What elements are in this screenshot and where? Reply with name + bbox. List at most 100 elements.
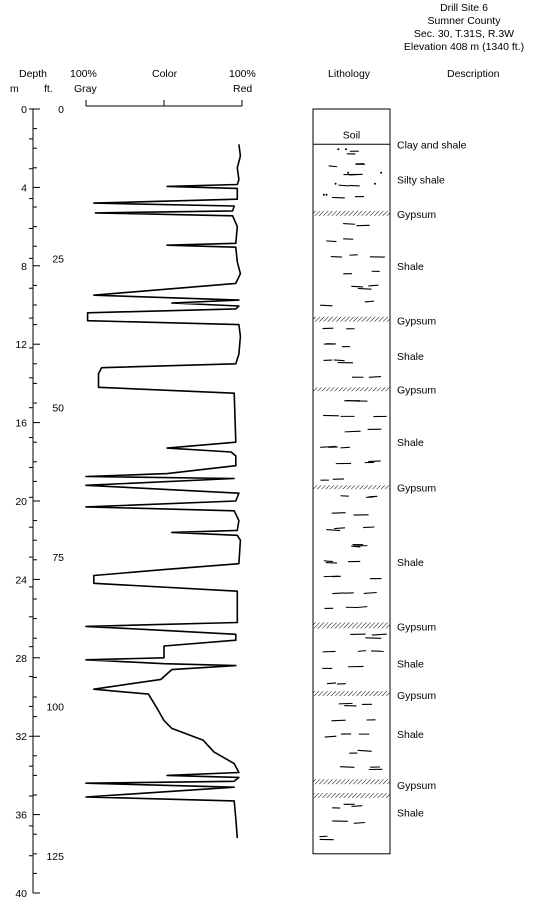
description-label: Gypsum bbox=[397, 316, 436, 328]
gypsum-bed bbox=[313, 210, 390, 216]
shale-dash bbox=[340, 446, 350, 449]
gypsum-bed bbox=[313, 691, 390, 697]
soil-label: Soil bbox=[343, 130, 361, 142]
depth-header: Depth bbox=[19, 68, 47, 80]
shale-dash bbox=[363, 591, 377, 594]
shale-dash bbox=[326, 240, 337, 243]
shale-dash bbox=[332, 592, 345, 595]
m-tick-label: 8 bbox=[21, 261, 27, 273]
depth-axis: 0 4 8 12 16 20 24 28 32 36 40 0 25 50 75 100 125 bbox=[15, 104, 64, 900]
silt-dot bbox=[325, 193, 328, 196]
description-label: Shale bbox=[397, 261, 424, 273]
m-unit-label: m bbox=[10, 83, 19, 95]
shale-dash bbox=[326, 682, 337, 685]
shale-dash bbox=[368, 460, 381, 463]
shale-dash bbox=[334, 527, 346, 530]
description-label: Shale bbox=[397, 351, 424, 363]
shale-dash bbox=[320, 304, 333, 307]
description-label: Shale bbox=[397, 729, 424, 741]
silt-dot bbox=[347, 171, 350, 174]
m-tick-label: 28 bbox=[15, 653, 27, 665]
description-label: Shale bbox=[397, 557, 424, 569]
gray-percent-label: 100% bbox=[70, 68, 97, 80]
gypsum-bed bbox=[313, 793, 390, 798]
site-county: Sumner County bbox=[427, 15, 501, 27]
shale-dash bbox=[351, 545, 361, 548]
ft-tick-label: 25 bbox=[52, 253, 64, 265]
m-tick-label: 32 bbox=[15, 731, 27, 743]
red-percent-label: 100% bbox=[229, 68, 256, 80]
m-tick-label: 20 bbox=[15, 496, 27, 508]
m-tick-label: 16 bbox=[15, 418, 27, 430]
description-header: Description bbox=[447, 68, 500, 80]
gypsum-bed bbox=[313, 779, 390, 785]
m-tick-label: 24 bbox=[15, 574, 27, 586]
gypsum-bed bbox=[313, 622, 390, 629]
shale-dash bbox=[351, 285, 364, 288]
shale-dash bbox=[328, 165, 338, 168]
shale-dash bbox=[331, 719, 346, 722]
gypsum-bed bbox=[313, 485, 390, 490]
description-labels: Clay and shale Silty shale Gypsum Shale Gyps… bbox=[397, 139, 467, 819]
site-title: Drill Site 6 bbox=[440, 2, 488, 14]
m-tick-label: 0 bbox=[21, 104, 27, 116]
lithology-column: Soil bbox=[312, 108, 391, 855]
description-label: Gypsum bbox=[397, 209, 436, 221]
description-label: Gypsum bbox=[397, 621, 436, 633]
description-label: Gypsum bbox=[397, 690, 436, 702]
ft-tick-label: 100 bbox=[46, 701, 64, 713]
m-tick-label: 36 bbox=[15, 810, 27, 822]
shale-dash bbox=[349, 184, 360, 187]
ft-tick-label: 125 bbox=[46, 851, 64, 863]
ft-tick-label: 75 bbox=[52, 552, 64, 564]
shale-dash bbox=[357, 650, 367, 652]
shale-dash bbox=[338, 184, 350, 187]
m-tick-label: 12 bbox=[15, 339, 27, 351]
shale-dash bbox=[340, 766, 355, 768]
lithology-header: Lithology bbox=[328, 68, 371, 80]
shale-dash bbox=[357, 287, 372, 290]
gray-label: Gray bbox=[74, 83, 98, 95]
color-curve bbox=[85, 144, 242, 839]
ft-tick-label: 50 bbox=[52, 403, 64, 415]
shale-dash bbox=[326, 529, 341, 532]
m-tick-label: 4 bbox=[21, 182, 27, 194]
shale-dash bbox=[357, 749, 372, 752]
shale-dash bbox=[346, 399, 361, 402]
silt-dot bbox=[334, 182, 337, 185]
description-label: Clay and shale bbox=[397, 139, 467, 151]
shale-dash bbox=[349, 173, 363, 176]
silt-dot bbox=[345, 148, 348, 151]
description-label: Gypsum bbox=[397, 482, 436, 494]
description-label: Gypsum bbox=[397, 780, 436, 792]
shale-dash bbox=[331, 196, 345, 199]
site-info: Drill Site 6 Sumner County Sec. 30, T.31… bbox=[384, 2, 544, 54]
color-scale-axis bbox=[85, 100, 243, 107]
gypsum-bed bbox=[313, 387, 390, 392]
silt-dot bbox=[380, 171, 383, 174]
shale-dash bbox=[363, 526, 375, 529]
description-label: Shale bbox=[397, 659, 424, 671]
shale-dash bbox=[364, 300, 375, 303]
shale-dash bbox=[368, 284, 379, 287]
shale-dash bbox=[343, 223, 356, 225]
silt-dot bbox=[322, 193, 325, 196]
shale-dash bbox=[320, 445, 336, 448]
shale-dash bbox=[331, 512, 346, 514]
description-label: Shale bbox=[397, 808, 424, 820]
shale-dash bbox=[323, 560, 333, 563]
red-label: Red bbox=[233, 83, 252, 95]
ft-tick-label: 0 bbox=[58, 104, 64, 116]
shale-dash bbox=[333, 359, 345, 362]
silt-dot bbox=[373, 182, 376, 185]
silt-dot bbox=[337, 148, 340, 151]
description-label: Gypsum bbox=[397, 384, 436, 396]
lithology-column-border bbox=[312, 108, 391, 855]
description-label: Silty shale bbox=[397, 175, 445, 187]
ft-unit-label: ft. bbox=[44, 83, 53, 95]
shale-dash bbox=[324, 735, 337, 738]
m-tick-label: 40 bbox=[15, 888, 27, 900]
site-section: Sec. 30, T.31S, R.3W bbox=[413, 28, 515, 40]
shale-dash bbox=[353, 821, 366, 824]
